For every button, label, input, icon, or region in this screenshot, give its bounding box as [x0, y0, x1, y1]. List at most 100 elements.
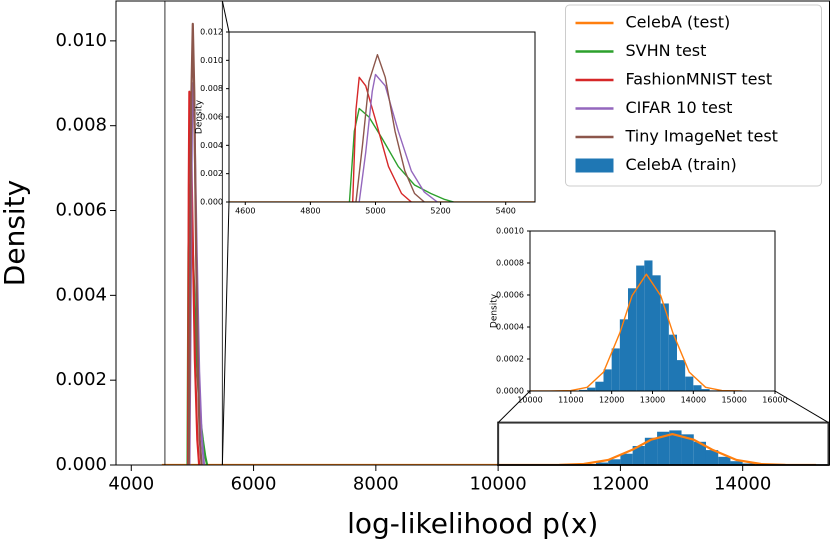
zoom-connector [221, 0, 230, 33]
legend-frame [565, 4, 822, 187]
y-tick-label: 0.000 [55, 454, 107, 475]
x-tick-label: 8000 [353, 474, 399, 495]
x-tick-label: 15000 [721, 396, 746, 405]
y-tick-label: 0.010 [55, 30, 107, 51]
x-tick-label: 5000 [365, 207, 385, 216]
x-tick-label: 14000 [714, 474, 771, 495]
y-tick-label: 0.006 [200, 113, 223, 122]
plot-area [530, 260, 743, 391]
axes-frame [529, 230, 776, 392]
line-series [530, 273, 743, 391]
zoom-connector [774, 390, 829, 424]
histogram-bar [619, 319, 628, 391]
legend-swatch [575, 158, 614, 173]
y-tick-label: 0.0004 [496, 323, 524, 332]
y-tick-label: 0.006 [55, 200, 107, 221]
histogram-bar [628, 288, 637, 391]
histogram-bar [587, 387, 596, 391]
x-tick-label: 14000 [681, 396, 706, 405]
x-tick-label: 5400 [496, 207, 516, 216]
zoom-indicators [164, 0, 830, 466]
y-axis-label: Density [490, 293, 500, 328]
histogram-bar [730, 461, 743, 465]
histogram-bar [620, 453, 633, 465]
axes-background [229, 32, 535, 202]
x-tick-label: 6000 [231, 474, 277, 495]
y-tick-label: 0.004 [200, 141, 223, 150]
x-tick-label: 4000 [108, 474, 154, 495]
y-tick-label: 0.0010 [496, 227, 524, 236]
x-tick-label: 11000 [558, 396, 583, 405]
x-tick-label: 10000 [517, 396, 542, 405]
legend-label: SVHN test [626, 41, 707, 60]
histogram-bar [693, 385, 702, 391]
line-series [358, 73, 438, 202]
histogram-bar [644, 437, 658, 465]
y-tick-label: 0.0002 [496, 355, 524, 364]
histogram-bar [660, 303, 669, 391]
y-tick-label: 0.0008 [496, 259, 524, 268]
x-tick-label: 13000 [640, 396, 665, 405]
y-tick-label: 0.000 [200, 198, 223, 207]
histogram-bar [705, 450, 719, 465]
histogram-bar [693, 441, 706, 465]
line-series [348, 107, 454, 202]
histogram-bar [632, 445, 645, 465]
axes: 4600 4800 5000 5200 5400 0.000 0.002 0.004 0.006… [195, 28, 536, 216]
zoom-connector [221, 201, 230, 466]
histogram-bar [701, 389, 710, 391]
histogram-bar [685, 376, 694, 391]
y-axis-label: Density [195, 99, 205, 134]
y-tick-label: 0.002 [55, 369, 107, 390]
plot-area [161, 22, 817, 465]
line-series [187, 22, 203, 465]
x-tick-label: 10000 [469, 474, 526, 495]
histogram-bar [595, 462, 609, 465]
y-tick-label: 0.002 [200, 169, 223, 178]
y-tick-label: 0.004 [55, 284, 107, 305]
y-tick-label: 0.0006 [496, 291, 524, 300]
histogram-bar [681, 434, 694, 465]
histogram-bar [718, 456, 731, 465]
y-tick-label: 0.008 [200, 84, 223, 93]
legend-label: CelebA (test) [626, 13, 731, 32]
line-series [355, 53, 425, 202]
histogram-bar [603, 369, 612, 391]
x-tick-label: 5200 [430, 207, 450, 216]
y-tick-label: 0.010 [200, 56, 223, 65]
x-tick-label: 16000 [762, 396, 787, 405]
plot-area [229, 53, 535, 202]
axes-frame [228, 31, 536, 203]
x-tick-label: 4800 [300, 207, 320, 216]
legend: CelebA (test) SVHN test FashionMNIST test C… [565, 4, 822, 187]
histogram-bar [611, 348, 620, 391]
zoom-connector [497, 390, 531, 423]
y-axis-label: Density [0, 180, 31, 286]
histogram-bar [668, 334, 677, 391]
histogram-bar [644, 260, 653, 391]
axes: 10000 11000 12000 13000 14000 15000 16000 0.000… [490, 227, 788, 405]
y-tick-label: 0.0000 [496, 387, 524, 396]
histogram-bar [636, 265, 645, 391]
histogram-bar [652, 275, 661, 391]
zoom-box [164, 0, 223, 466]
histogram-bar [669, 430, 682, 465]
x-axis-label: log-likelihood p(x) [347, 507, 598, 540]
legend-label: FashionMNIST test [626, 70, 773, 89]
y-tick-label: 0.008 [55, 115, 107, 136]
legend-label: Tiny ImageNet test [625, 127, 778, 146]
histogram-bar [677, 360, 686, 391]
legend-label: CIFAR 10 test [626, 98, 733, 117]
legend-label: CelebA (train) [626, 155, 737, 174]
histogram-bar [579, 389, 588, 391]
y-tick-label: 0.012 [200, 28, 223, 37]
histogram-bar [595, 381, 604, 391]
histogram-bar [608, 459, 621, 465]
zoom-box [497, 421, 830, 466]
x-tick-label: 12000 [599, 396, 624, 405]
x-tick-label: 4600 [235, 207, 255, 216]
histogram-bar [657, 431, 670, 465]
